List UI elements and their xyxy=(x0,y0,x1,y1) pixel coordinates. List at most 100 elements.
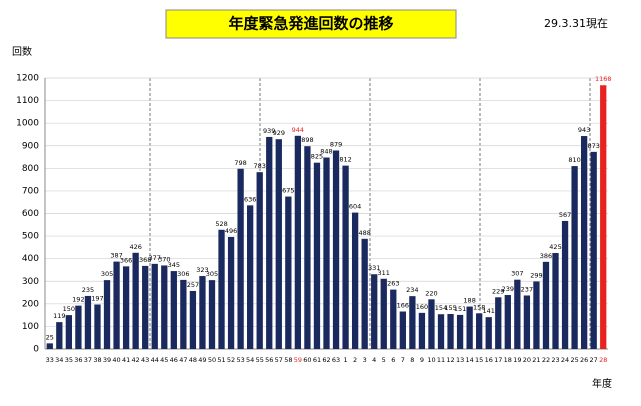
x-tick-label: 42 xyxy=(132,356,140,364)
x-tick-label: 44 xyxy=(151,356,159,364)
x-tick-label: 46 xyxy=(170,356,178,364)
x-tick-label: 45 xyxy=(160,356,168,364)
x-tick-label: 4 xyxy=(372,356,376,364)
x-tick-label: 33 xyxy=(46,356,54,364)
x-tick-label: 59 xyxy=(294,356,302,364)
value-label: 387 xyxy=(110,252,122,260)
value-label: 879 xyxy=(330,140,342,148)
bar xyxy=(84,295,92,349)
value-label: 263 xyxy=(387,280,399,288)
value-label: 235 xyxy=(82,286,94,294)
bar xyxy=(113,261,120,349)
x-tick-label: 8 xyxy=(410,356,414,364)
value-label: 377 xyxy=(149,254,161,262)
bar xyxy=(65,315,73,349)
bar xyxy=(285,196,292,349)
x-tick-label: 3 xyxy=(363,356,367,364)
bar xyxy=(208,280,216,349)
bar xyxy=(266,136,273,349)
x-tick-label: 9 xyxy=(420,356,424,364)
x-tick-label: 15 xyxy=(475,356,483,364)
x-tick-label: 24 xyxy=(561,356,569,364)
bar xyxy=(180,279,187,349)
x-tick-label: 21 xyxy=(532,356,540,364)
bar xyxy=(523,295,531,349)
x-tick-label: 58 xyxy=(284,356,292,364)
value-label: 1168 xyxy=(595,75,612,83)
y-tick-label: 100 xyxy=(22,322,39,332)
value-label: 567 xyxy=(559,211,571,219)
value-label: 323 xyxy=(196,266,208,274)
x-tick-label: 60 xyxy=(303,356,311,364)
bar xyxy=(371,274,378,349)
value-label: 119 xyxy=(53,312,65,320)
x-tick-label: 50 xyxy=(208,356,216,364)
chart-title: 年度緊急発進回数の推移 xyxy=(228,15,393,33)
y-tick-label: 1000 xyxy=(16,119,39,129)
y-tick-label: 900 xyxy=(22,141,39,151)
x-tick-label: 39 xyxy=(103,356,111,364)
x-tick-label: 40 xyxy=(112,356,120,364)
value-label: 426 xyxy=(129,243,141,251)
bar xyxy=(447,313,454,349)
x-tick-label: 11 xyxy=(437,356,445,364)
value-label: 158 xyxy=(473,303,485,311)
bar xyxy=(122,266,130,349)
x-tick-label: 56 xyxy=(265,356,273,364)
bar xyxy=(132,252,139,349)
bar xyxy=(218,229,225,349)
x-tick-label: 38 xyxy=(93,356,101,364)
value-label: 944 xyxy=(292,126,304,134)
value-label: 160 xyxy=(416,303,428,311)
bar xyxy=(456,314,464,349)
value-label: 239 xyxy=(502,285,514,293)
bar xyxy=(495,297,502,349)
x-tick-label: 2 xyxy=(353,356,357,364)
bar xyxy=(485,317,492,349)
bar xyxy=(170,271,177,349)
value-label: 192 xyxy=(72,296,84,304)
bar xyxy=(380,278,387,349)
x-tick-label: 10 xyxy=(427,356,435,364)
x-tick-label: 7 xyxy=(401,356,405,364)
bar xyxy=(304,146,311,349)
x-tick-label: 35 xyxy=(65,356,73,364)
bar xyxy=(332,150,340,349)
bar xyxy=(571,166,578,349)
y-tick-label: 400 xyxy=(22,254,39,264)
x-tick-label: 57 xyxy=(275,356,283,364)
x-tick-label: 52 xyxy=(227,356,235,364)
x-tick-label: 13 xyxy=(456,356,464,364)
x-tick-label: 49 xyxy=(198,356,206,364)
bar xyxy=(580,136,588,349)
value-label: 943 xyxy=(578,126,590,134)
value-label: 311 xyxy=(378,269,390,277)
value-label: 154 xyxy=(435,304,447,312)
value-label: 939 xyxy=(263,127,275,135)
bar xyxy=(361,238,368,349)
x-tick-label: 18 xyxy=(504,356,512,364)
value-label: 306 xyxy=(177,270,189,278)
value-label: 675 xyxy=(282,187,294,195)
bar xyxy=(390,289,397,349)
x-tick-label: 28 xyxy=(599,356,607,364)
x-axis-label: 年度 xyxy=(592,377,612,390)
y-tick-label: 0 xyxy=(33,345,39,355)
y-tick-label: 600 xyxy=(22,209,39,219)
bar xyxy=(46,343,53,349)
value-label: 425 xyxy=(549,243,561,251)
bar xyxy=(600,85,607,349)
bar xyxy=(476,313,483,349)
value-label: 299 xyxy=(530,271,542,279)
x-tick-label: 37 xyxy=(84,356,92,364)
bar xyxy=(142,265,149,349)
value-label: 873 xyxy=(587,142,599,150)
value-label: 197 xyxy=(91,295,103,303)
x-tick-label: 6 xyxy=(391,356,395,364)
x-tick-label: 63 xyxy=(332,356,340,364)
y-tick-label: 500 xyxy=(22,232,39,242)
x-tick-label: 26 xyxy=(580,356,588,364)
x-tick-label: 5 xyxy=(382,356,386,364)
value-label: 331 xyxy=(368,264,380,272)
